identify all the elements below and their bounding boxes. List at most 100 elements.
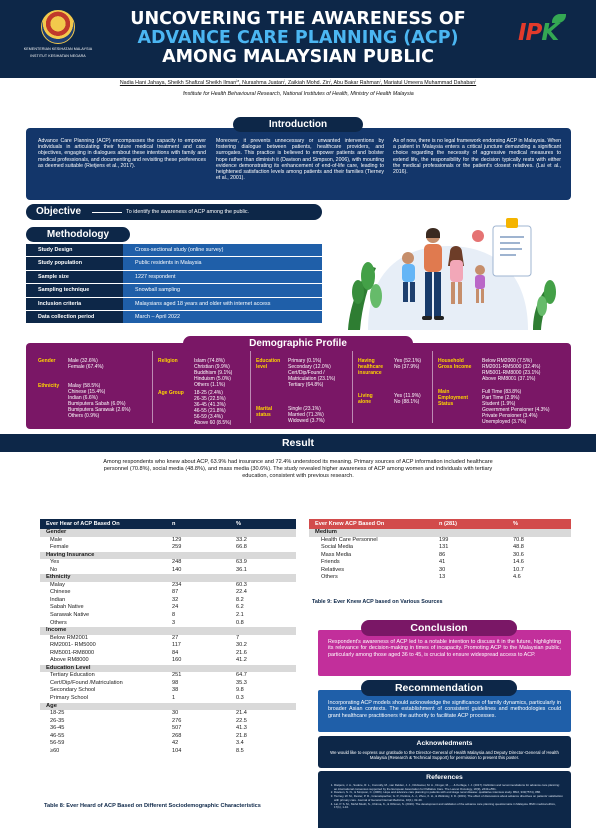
demo-religion-label: Religion [158, 358, 178, 364]
table-8-group: Age [40, 702, 296, 711]
table-row: Others 13 4.6 [309, 574, 571, 582]
table-cell-label: 18-25 [50, 710, 65, 717]
demo-ethnicity-label: Ethnicity [38, 383, 60, 389]
table-cell-percent: 7 [236, 634, 240, 641]
demo-education-values: Primary (0.1%) Secondary (12.0%) Cert/Di… [288, 358, 336, 389]
table-cell-label: Primary School [50, 695, 88, 702]
table-cell-label: Relatives [321, 566, 345, 573]
table-8-col-n: n [172, 521, 176, 527]
demo-living-alone-label: Living alone [358, 393, 373, 406]
table-row: Health Care Personnel 199 70.8 [309, 537, 571, 545]
table-row: Malay 234 60.3 [40, 582, 296, 590]
demo-income: Household Gross Income Below RM2000 (7.5… [438, 358, 568, 386]
table-cell-percent: 2.1 [236, 612, 244, 619]
table-row: Indian 32 8.2 [40, 597, 296, 605]
table-row: RM2001- RM5000 117 30.2 [40, 642, 296, 650]
methodology-row: Study Design Cross-sectional study (onlin… [26, 244, 322, 257]
table-cell-label: Cert/Dip/Found /Matriculation [50, 679, 123, 686]
table-cell-n: 1 [172, 695, 176, 702]
table-row: Primary School 1 0.3 [40, 695, 296, 703]
table-8-header: Ever Hear of ACP Based On n % [40, 519, 296, 529]
demo-ethnicity: Ethnicity Malay (58.5%) Chinese (15.4%) … [38, 383, 158, 428]
table-cell-percent: 21.8 [236, 732, 247, 739]
methodology-key: Data collection period [26, 310, 123, 324]
demo-divider [432, 351, 433, 423]
table-cell-percent: 8.2 [236, 596, 244, 603]
table-9-col-source: Ever Knew ACP Based On [315, 521, 385, 527]
table-cell-n: 87 [172, 589, 179, 596]
table-cell-percent: 36.1 [236, 566, 247, 573]
table-row: ≥60 104 8.5 [40, 748, 296, 756]
recommendation-text: Incorporating ACP models should acknowle… [318, 690, 571, 732]
table-cell-n: 259 [172, 544, 182, 551]
demo-age-values: 18-25 (2.4%) 26-35 (22.5%) 36-45 (41.3%)… [194, 390, 232, 427]
introduction-col-3: As of now, there is no legal framework e… [393, 138, 561, 176]
table-cell-percent: 4.6 [513, 574, 521, 580]
table-cell-label: 46-55 [50, 732, 65, 739]
table-cell-label: Male [50, 536, 63, 543]
demo-marital-label: Marital status [256, 406, 273, 419]
demo-divider [152, 351, 153, 423]
table-cell-n: 104 [172, 747, 182, 754]
table-cell-n: 199 [439, 536, 449, 543]
methodology-value: Malaysians aged 18 years and older with … [123, 297, 322, 310]
table-cell-label: 36-45 [50, 725, 65, 732]
demo-marital: Marital status Single (23.1%) Married (7… [256, 406, 356, 428]
methodology-row: Sampling technique Snowball sampling [26, 284, 322, 297]
table-cell-label: Female [50, 544, 69, 551]
institute-name: INSTITUT KESIHATAN NEGARA [30, 54, 86, 59]
leaf-icon [552, 14, 566, 23]
demo-gender: Gender Male (32.6%) Female (67.4%) [38, 358, 148, 388]
demo-religion-values: Islam (74.8%) Christian (9.9%) Buddhism … [194, 358, 233, 389]
table-cell-n: 3 [172, 619, 176, 626]
table-cell-label: ≥60 [50, 747, 60, 754]
table-row: Sarawak Native 8 2.1 [40, 612, 296, 620]
acknowledgements-text: We would like to express our gratitude t… [330, 750, 559, 761]
table-cell-percent: 33.2 [236, 536, 247, 543]
methodology-key: Study Design [26, 244, 123, 257]
table-cell-percent: 70.8 [513, 536, 524, 543]
coat-of-arms-icon [41, 10, 75, 44]
demo-employment-values: Full Time (83.8%) Part Time (2.9%) Stude… [482, 389, 550, 426]
introduction-section: Advance Care Planning (ACP) encompasses … [26, 128, 571, 200]
objective-divider [92, 212, 122, 213]
reference-item: Rietjens, J. A., Sudore, R. L., Connolly… [334, 783, 563, 791]
methodology-value: Public residents in Malaysia [123, 257, 322, 270]
table-row: No 140 36.1 [40, 567, 296, 575]
table-cell-percent: 10.7 [513, 566, 524, 573]
demo-education-label: Education level [256, 358, 281, 371]
table-row: 56-59 42 3.4 [40, 740, 296, 748]
result-heading: Result [0, 434, 596, 452]
demo-income-values: Below RM2000 (7.5%) RM2001-RM5000 (32.4%… [482, 358, 541, 383]
table-row: Others 3 0.8 [40, 620, 296, 628]
table-cell-percent: 0.8 [236, 619, 244, 626]
author-names: Nadia Hani Jahaya, Sheikh Shafizal Sheik… [119, 80, 477, 86]
demo-education: Education level Primary (0.1%) Secondary… [256, 358, 356, 392]
table-cell-label: Secondary School [50, 687, 96, 694]
reference-item: Lai, P. S. M., Mohd Mudri, S., Chinna, K… [334, 802, 563, 810]
table-row: 46-55 268 21.8 [40, 733, 296, 741]
objective-text: To identify the awareness of ACP among t… [126, 209, 250, 215]
references-section: References Rietjens, J. A., Sudore, R. L… [318, 771, 571, 828]
references-list: Rietjens, J. A., Sudore, R. L., Connolly… [318, 781, 571, 810]
title-line-1: UNCOVERING THE AWARENESS OF [130, 9, 466, 29]
methodology-key: Sampling technique [26, 284, 123, 297]
table-cell-n: 32 [172, 596, 179, 603]
table-8-caption: Table 8: Ever Heard of ACP Based on Diff… [44, 803, 261, 809]
table-cell-percent: 14.6 [513, 559, 524, 565]
table-cell-n: 30 [439, 566, 446, 573]
methodology-table: Study Design Cross-sectional study (onlin… [26, 244, 322, 324]
table-cell-percent: 64.7 [236, 672, 247, 679]
table-cell-n: 42 [172, 740, 179, 747]
methodology-value: Snowball sampling [123, 284, 322, 297]
table-cell-percent: 30.6 [513, 551, 524, 558]
demo-age-label: Age Group [158, 390, 184, 396]
demo-insurance-values: Yes (52.1%) No (37.9%) [394, 358, 422, 371]
conclusion-heading: Conclusion [361, 620, 517, 636]
demo-religion: Religion Islam (74.8%) Christian (9.9%) … [158, 358, 258, 392]
table-9: Ever Knew ACP Based On n (281) % Medium … [309, 519, 571, 582]
table-cell-n: 129 [172, 536, 182, 543]
table-row: Relatives 30 10.7 [309, 567, 571, 575]
table-cell-label: Indian [50, 596, 66, 603]
result-text: Among respondents who knew about ACP, 63… [103, 459, 493, 479]
